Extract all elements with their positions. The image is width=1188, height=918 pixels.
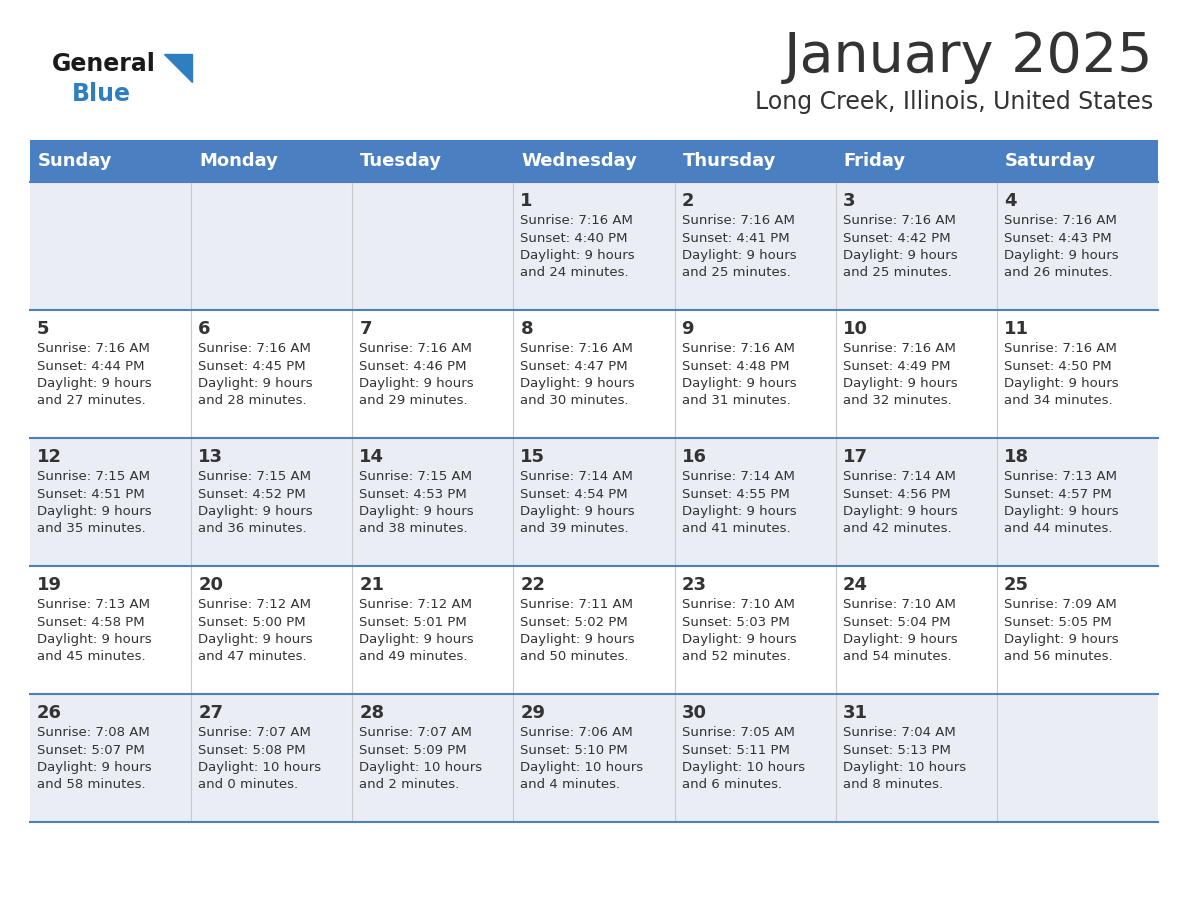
Text: Sunrise: 7:11 AM
Sunset: 5:02 PM
Daylight: 9 hours
and 50 minutes.: Sunrise: 7:11 AM Sunset: 5:02 PM Dayligh… [520,598,636,664]
Text: Sunrise: 7:16 AM
Sunset: 4:42 PM
Daylight: 9 hours
and 25 minutes.: Sunrise: 7:16 AM Sunset: 4:42 PM Dayligh… [842,214,958,279]
Text: 31: 31 [842,704,867,722]
Text: Sunrise: 7:10 AM
Sunset: 5:04 PM
Daylight: 9 hours
and 54 minutes.: Sunrise: 7:10 AM Sunset: 5:04 PM Dayligh… [842,598,958,664]
Text: 2: 2 [682,192,694,210]
Bar [353,140,513,182]
Text: 11: 11 [1004,320,1029,338]
Text: Tuesday: Tuesday [360,152,442,170]
Bar [30,310,1158,438]
Bar [30,694,1158,822]
Text: Sunrise: 7:16 AM
Sunset: 4:49 PM
Daylight: 9 hours
and 32 minutes.: Sunrise: 7:16 AM Sunset: 4:49 PM Dayligh… [842,342,958,408]
Bar [835,140,997,182]
Text: 13: 13 [198,448,223,466]
Text: 22: 22 [520,576,545,594]
Text: 18: 18 [1004,448,1029,466]
Text: 27: 27 [198,704,223,722]
Text: January 2025: January 2025 [784,30,1154,84]
Text: Sunrise: 7:07 AM
Sunset: 5:08 PM
Daylight: 10 hours
and 0 minutes.: Sunrise: 7:07 AM Sunset: 5:08 PM Dayligh… [198,726,321,791]
Text: Wednesday: Wednesday [522,152,637,170]
Text: Sunrise: 7:12 AM
Sunset: 5:01 PM
Daylight: 9 hours
and 49 minutes.: Sunrise: 7:12 AM Sunset: 5:01 PM Dayligh… [359,598,474,664]
Text: 28: 28 [359,704,385,722]
Text: 20: 20 [198,576,223,594]
Text: 8: 8 [520,320,533,338]
Text: Thursday: Thursday [683,152,776,170]
Bar [30,140,191,182]
Bar [513,140,675,182]
Text: Sunrise: 7:16 AM
Sunset: 4:46 PM
Daylight: 9 hours
and 29 minutes.: Sunrise: 7:16 AM Sunset: 4:46 PM Dayligh… [359,342,474,408]
Text: 29: 29 [520,704,545,722]
Text: Sunrise: 7:16 AM
Sunset: 4:40 PM
Daylight: 9 hours
and 24 minutes.: Sunrise: 7:16 AM Sunset: 4:40 PM Dayligh… [520,214,636,279]
Text: Sunrise: 7:16 AM
Sunset: 4:44 PM
Daylight: 9 hours
and 27 minutes.: Sunrise: 7:16 AM Sunset: 4:44 PM Dayligh… [37,342,152,408]
Text: Sunrise: 7:16 AM
Sunset: 4:41 PM
Daylight: 9 hours
and 25 minutes.: Sunrise: 7:16 AM Sunset: 4:41 PM Dayligh… [682,214,796,279]
Text: 5: 5 [37,320,50,338]
Text: Sunrise: 7:04 AM
Sunset: 5:13 PM
Daylight: 10 hours
and 8 minutes.: Sunrise: 7:04 AM Sunset: 5:13 PM Dayligh… [842,726,966,791]
Text: Sunrise: 7:15 AM
Sunset: 4:52 PM
Daylight: 9 hours
and 36 minutes.: Sunrise: 7:15 AM Sunset: 4:52 PM Dayligh… [198,470,312,535]
Text: 21: 21 [359,576,384,594]
Text: Sunrise: 7:05 AM
Sunset: 5:11 PM
Daylight: 10 hours
and 6 minutes.: Sunrise: 7:05 AM Sunset: 5:11 PM Dayligh… [682,726,804,791]
Text: Blue: Blue [72,82,131,106]
Text: 1: 1 [520,192,533,210]
Text: 15: 15 [520,448,545,466]
Bar [191,140,353,182]
Text: 7: 7 [359,320,372,338]
Text: Saturday: Saturday [1005,152,1097,170]
Text: 4: 4 [1004,192,1017,210]
Text: Sunrise: 7:14 AM
Sunset: 4:56 PM
Daylight: 9 hours
and 42 minutes.: Sunrise: 7:14 AM Sunset: 4:56 PM Dayligh… [842,470,958,535]
Text: Long Creek, Illinois, United States: Long Creek, Illinois, United States [754,90,1154,114]
Text: 30: 30 [682,704,707,722]
Text: General: General [52,52,156,76]
Text: 24: 24 [842,576,867,594]
Bar [30,566,1158,694]
Text: 14: 14 [359,448,384,466]
Text: 12: 12 [37,448,62,466]
Text: Sunrise: 7:12 AM
Sunset: 5:00 PM
Daylight: 9 hours
and 47 minutes.: Sunrise: 7:12 AM Sunset: 5:00 PM Dayligh… [198,598,312,664]
Text: 26: 26 [37,704,62,722]
Bar [675,140,835,182]
Text: 17: 17 [842,448,867,466]
Text: 9: 9 [682,320,694,338]
Polygon shape [164,54,192,82]
Text: 16: 16 [682,448,707,466]
Text: 3: 3 [842,192,855,210]
Text: Monday: Monday [200,152,278,170]
Text: Sunrise: 7:16 AM
Sunset: 4:43 PM
Daylight: 9 hours
and 26 minutes.: Sunrise: 7:16 AM Sunset: 4:43 PM Dayligh… [1004,214,1118,279]
Bar [997,140,1158,182]
Text: Sunrise: 7:16 AM
Sunset: 4:47 PM
Daylight: 9 hours
and 30 minutes.: Sunrise: 7:16 AM Sunset: 4:47 PM Dayligh… [520,342,636,408]
Bar [30,438,1158,566]
Text: Sunrise: 7:14 AM
Sunset: 4:54 PM
Daylight: 9 hours
and 39 minutes.: Sunrise: 7:14 AM Sunset: 4:54 PM Dayligh… [520,470,636,535]
Text: Sunrise: 7:09 AM
Sunset: 5:05 PM
Daylight: 9 hours
and 56 minutes.: Sunrise: 7:09 AM Sunset: 5:05 PM Dayligh… [1004,598,1118,664]
Text: 6: 6 [198,320,210,338]
Text: Sunrise: 7:07 AM
Sunset: 5:09 PM
Daylight: 10 hours
and 2 minutes.: Sunrise: 7:07 AM Sunset: 5:09 PM Dayligh… [359,726,482,791]
Text: Sunrise: 7:13 AM
Sunset: 4:57 PM
Daylight: 9 hours
and 44 minutes.: Sunrise: 7:13 AM Sunset: 4:57 PM Dayligh… [1004,470,1118,535]
Text: 19: 19 [37,576,62,594]
Text: Sunrise: 7:15 AM
Sunset: 4:51 PM
Daylight: 9 hours
and 35 minutes.: Sunrise: 7:15 AM Sunset: 4:51 PM Dayligh… [37,470,152,535]
Text: Sunrise: 7:08 AM
Sunset: 5:07 PM
Daylight: 9 hours
and 58 minutes.: Sunrise: 7:08 AM Sunset: 5:07 PM Dayligh… [37,726,152,791]
Text: 25: 25 [1004,576,1029,594]
Text: Sunrise: 7:06 AM
Sunset: 5:10 PM
Daylight: 10 hours
and 4 minutes.: Sunrise: 7:06 AM Sunset: 5:10 PM Dayligh… [520,726,644,791]
Text: Sunday: Sunday [38,152,113,170]
Text: 23: 23 [682,576,707,594]
Text: Sunrise: 7:16 AM
Sunset: 4:50 PM
Daylight: 9 hours
and 34 minutes.: Sunrise: 7:16 AM Sunset: 4:50 PM Dayligh… [1004,342,1118,408]
Text: Sunrise: 7:15 AM
Sunset: 4:53 PM
Daylight: 9 hours
and 38 minutes.: Sunrise: 7:15 AM Sunset: 4:53 PM Dayligh… [359,470,474,535]
Text: Sunrise: 7:13 AM
Sunset: 4:58 PM
Daylight: 9 hours
and 45 minutes.: Sunrise: 7:13 AM Sunset: 4:58 PM Dayligh… [37,598,152,664]
Text: Sunrise: 7:10 AM
Sunset: 5:03 PM
Daylight: 9 hours
and 52 minutes.: Sunrise: 7:10 AM Sunset: 5:03 PM Dayligh… [682,598,796,664]
Bar [30,182,1158,310]
Text: Sunrise: 7:16 AM
Sunset: 4:45 PM
Daylight: 9 hours
and 28 minutes.: Sunrise: 7:16 AM Sunset: 4:45 PM Dayligh… [198,342,312,408]
Text: Sunrise: 7:14 AM
Sunset: 4:55 PM
Daylight: 9 hours
and 41 minutes.: Sunrise: 7:14 AM Sunset: 4:55 PM Dayligh… [682,470,796,535]
Text: Sunrise: 7:16 AM
Sunset: 4:48 PM
Daylight: 9 hours
and 31 minutes.: Sunrise: 7:16 AM Sunset: 4:48 PM Dayligh… [682,342,796,408]
Text: 10: 10 [842,320,867,338]
Text: Friday: Friday [843,152,905,170]
